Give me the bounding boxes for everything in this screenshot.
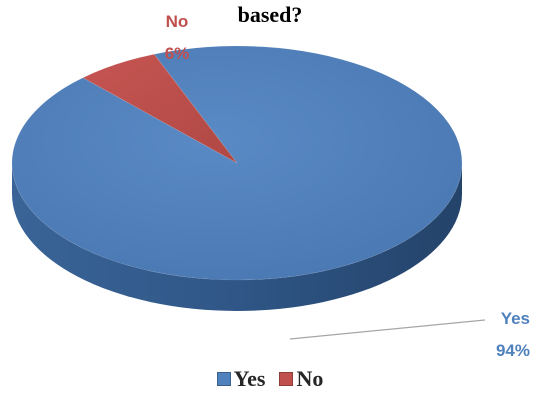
data-label-value-yes: 94%: [496, 341, 530, 360]
legend-label-yes: Yes: [233, 366, 266, 391]
pie-side-wall: [12, 163, 462, 311]
chart-title: based?: [238, 2, 303, 27]
legend: Yes No: [0, 366, 540, 392]
legend-item-yes: Yes: [216, 366, 266, 392]
data-labels: Yes 94% No 6%: [165, 12, 530, 360]
data-label-value-no: 6%: [165, 44, 190, 63]
legend-label-no: No: [296, 366, 324, 391]
data-label-category-no: No: [166, 12, 189, 31]
legend-swatch-yes: [216, 372, 231, 386]
pie-slice-yes: [11, 45, 463, 281]
pie-slices: [11, 45, 463, 311]
legend-item-no: No: [279, 366, 323, 392]
data-label-category-yes: Yes: [501, 309, 530, 328]
legend-swatch-no: [279, 372, 294, 386]
leader-line-yes: [289, 319, 486, 340]
pie-slice-no: [82, 53, 238, 164]
